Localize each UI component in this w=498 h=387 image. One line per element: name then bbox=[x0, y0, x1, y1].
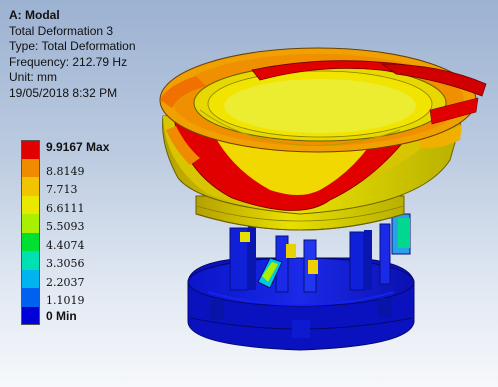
mode-frequency: Frequency: 212.79 Hz bbox=[9, 54, 128, 69]
legend-swatch-5 bbox=[21, 232, 40, 251]
legend-swatch-6 bbox=[21, 251, 40, 270]
legend-label-6: 3.3056 bbox=[46, 257, 85, 270]
legend-label-1: 8.8149 bbox=[46, 164, 85, 178]
legend-label-2: 7.713 bbox=[46, 183, 78, 196]
legend-swatch-4 bbox=[21, 214, 40, 233]
legend-label-max: 9.9167 Max bbox=[46, 140, 110, 154]
legend-swatch-0 bbox=[21, 140, 40, 159]
result-type: Type: Total Deformation bbox=[9, 39, 136, 53]
result-timestamp: 19/05/2018 8:32 PM bbox=[9, 85, 118, 100]
bowl-rim bbox=[159, 47, 487, 153]
legend-label-min: 0 Min bbox=[46, 308, 77, 323]
legend-label-7: 2.2037 bbox=[46, 275, 85, 289]
legend-label-8: 1.1019 bbox=[46, 294, 85, 307]
support-columns bbox=[229, 213, 411, 293]
legend-swatch-3 bbox=[21, 195, 40, 214]
legend-swatch-2 bbox=[21, 177, 40, 196]
legend-swatch-7 bbox=[21, 269, 40, 288]
result-unit: Unit: mm bbox=[9, 70, 57, 84]
analysis-title: A: Modal bbox=[9, 8, 60, 22]
legend-label-3: 6.6111 bbox=[46, 201, 85, 215]
legend-label-5: 4.4074 bbox=[46, 238, 85, 252]
legend-swatch-8 bbox=[21, 288, 40, 307]
legend-swatch-1 bbox=[21, 158, 40, 177]
result-name: Total Deformation 3 bbox=[9, 23, 114, 38]
legend-swatch-9 bbox=[21, 306, 40, 325]
result-info-panel: A: Modal Total Deformation 3 Type: Total… bbox=[9, 8, 136, 101]
legend-label-4: 5.5093 bbox=[46, 220, 85, 233]
